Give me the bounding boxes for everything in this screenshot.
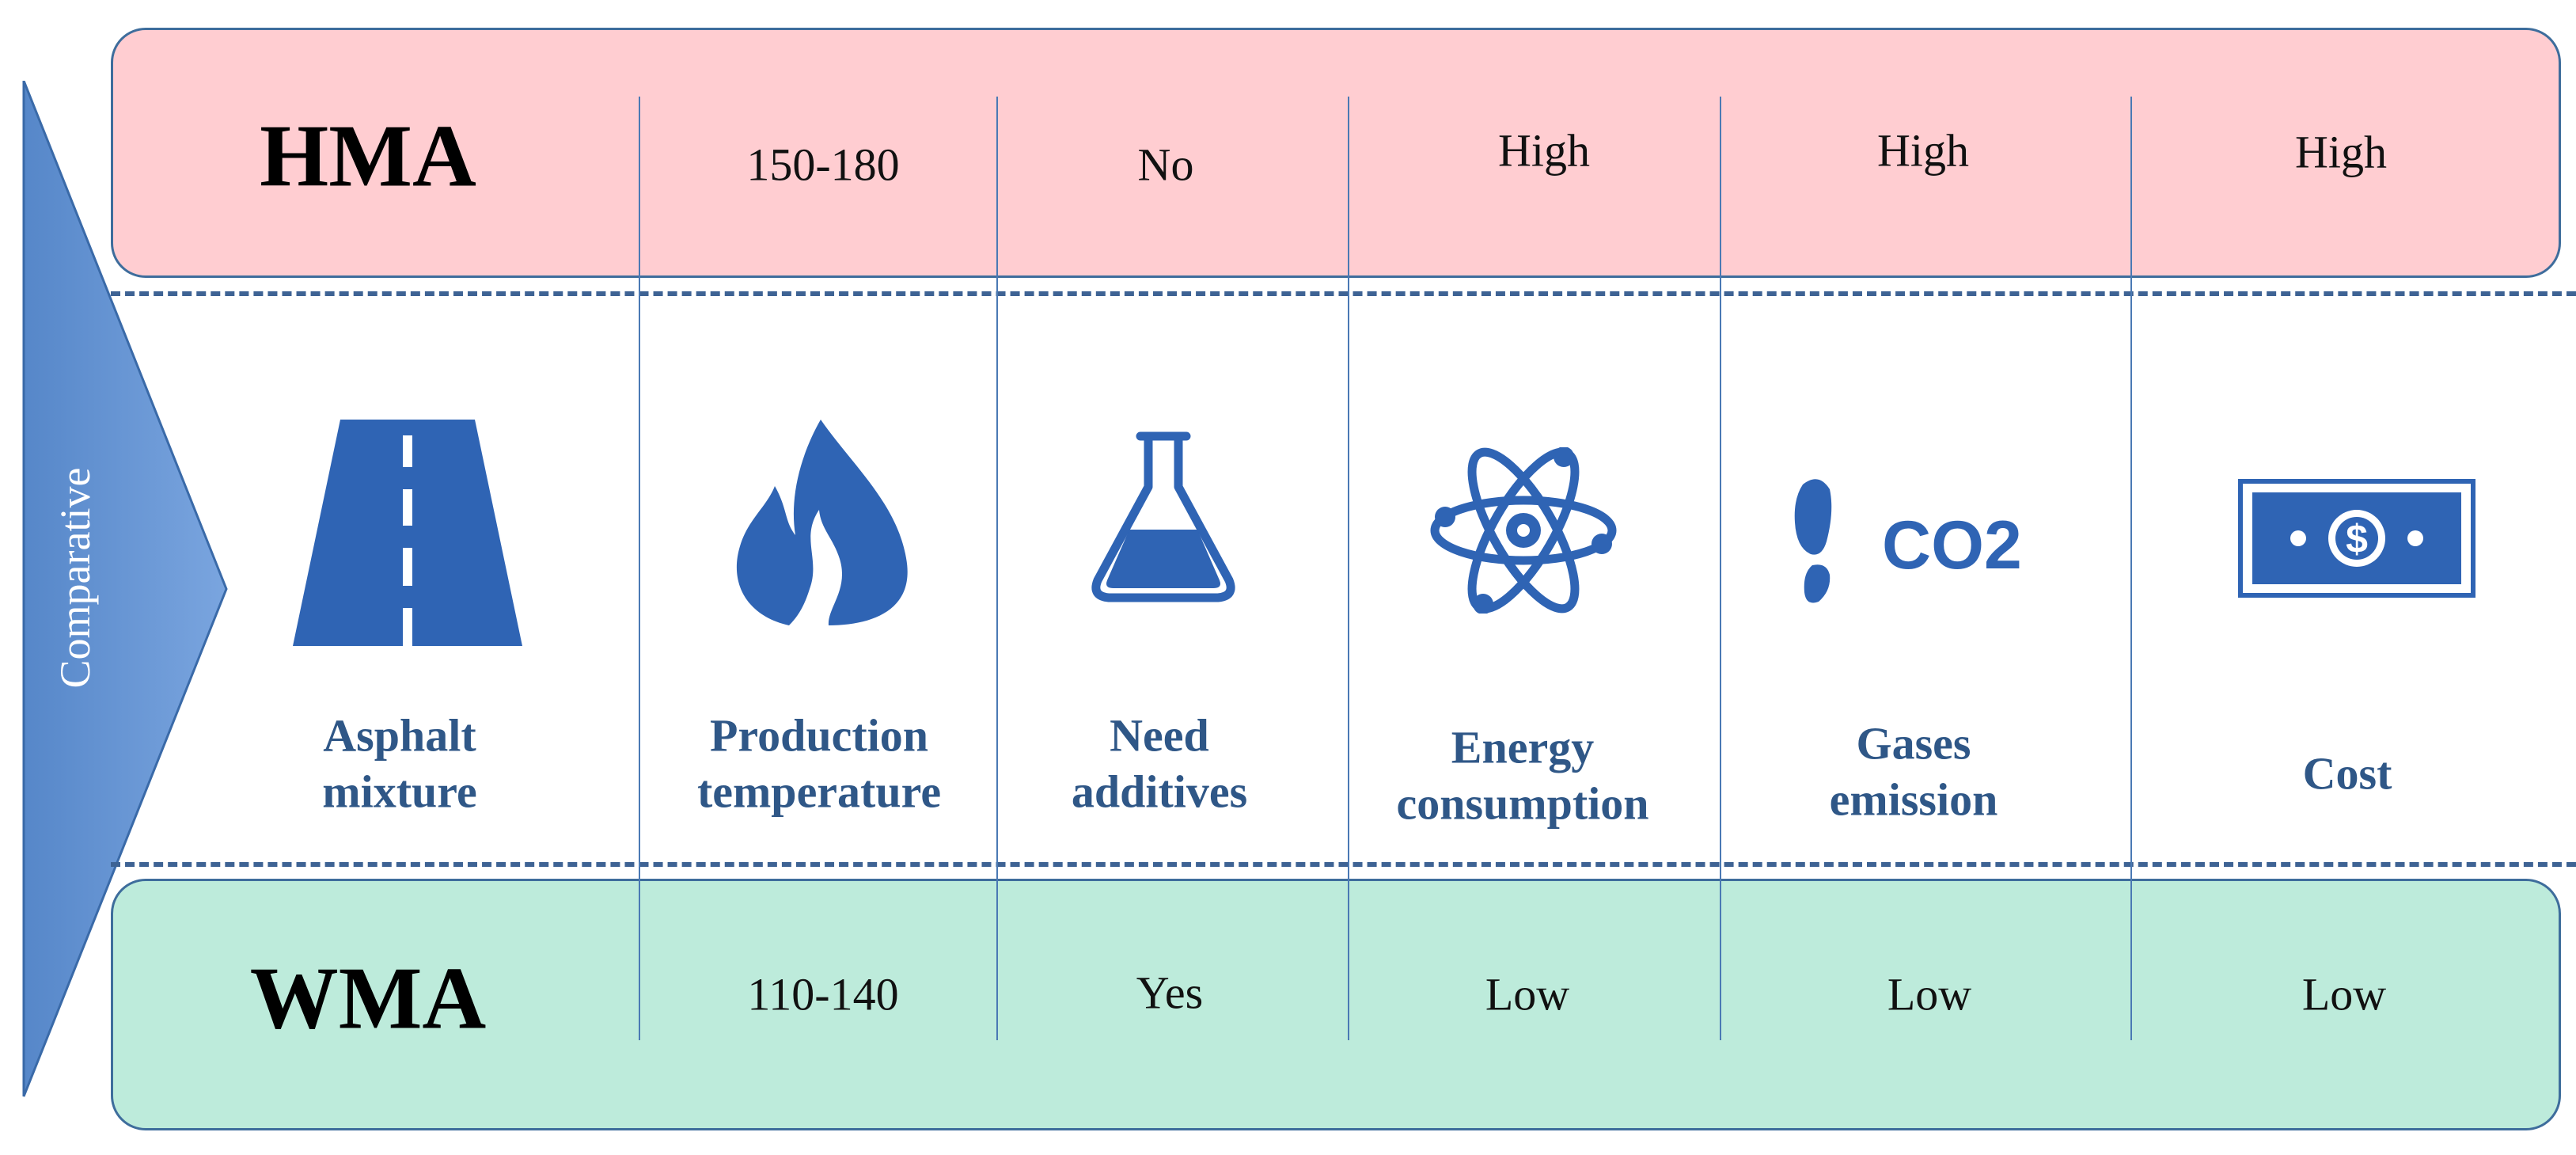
wma-production-temperature: 110-140: [747, 968, 899, 1020]
banknote-icon: $: [2238, 479, 2475, 598]
wma-row-band: [111, 879, 2561, 1130]
wma-gases-emission: Low: [1887, 968, 1972, 1020]
wma-cost: Low: [2301, 968, 2387, 1020]
wma-row-title: WMA: [249, 949, 487, 1048]
atom-icon: [1430, 447, 1617, 614]
column-divider: [2130, 97, 2132, 1040]
top-dashed-divider: [111, 291, 2576, 296]
hma-need-additives: No: [1137, 139, 1194, 191]
co2-text: CO2: [1882, 507, 2022, 583]
wma-need-additives: Yes: [1136, 967, 1204, 1019]
wma-energy-consumption: Low: [1485, 968, 1570, 1020]
production-temperature-label: Production temperature: [696, 709, 942, 817]
hma-gases-emission: High: [1877, 124, 1969, 177]
column-divider: [1720, 97, 1721, 1040]
column-divider: [639, 97, 640, 1040]
hma-row-title: HMA: [260, 107, 476, 206]
column-divider: [996, 97, 998, 1040]
hma-energy-consumption: High: [1498, 124, 1590, 177]
bottom-dashed-divider: [111, 862, 2576, 867]
flame-icon: [736, 420, 908, 625]
flask-icon: [1091, 431, 1235, 602]
column-divider: [1348, 97, 1349, 1040]
asphalt-mixture-label: Asphalt mixture: [322, 709, 477, 817]
footprint-co2-icon: CO2: [1794, 479, 2022, 603]
need-additives-label: Need additives: [1071, 709, 1248, 817]
road-icon: [293, 420, 522, 646]
hma-production-temperature: 150-180: [746, 139, 900, 191]
gases-emission-label: Gases emission: [1829, 717, 1998, 825]
comparative-label: Comparative: [51, 467, 99, 689]
cost-label: Cost: [2302, 747, 2392, 800]
energy-consumption-label: Energy consumption: [1396, 721, 1649, 829]
hma-cost: High: [2295, 126, 2387, 178]
dollar-text: $: [2346, 517, 2368, 561]
hma-row-band: [111, 28, 2561, 278]
comparative-arrow: [22, 81, 228, 1097]
